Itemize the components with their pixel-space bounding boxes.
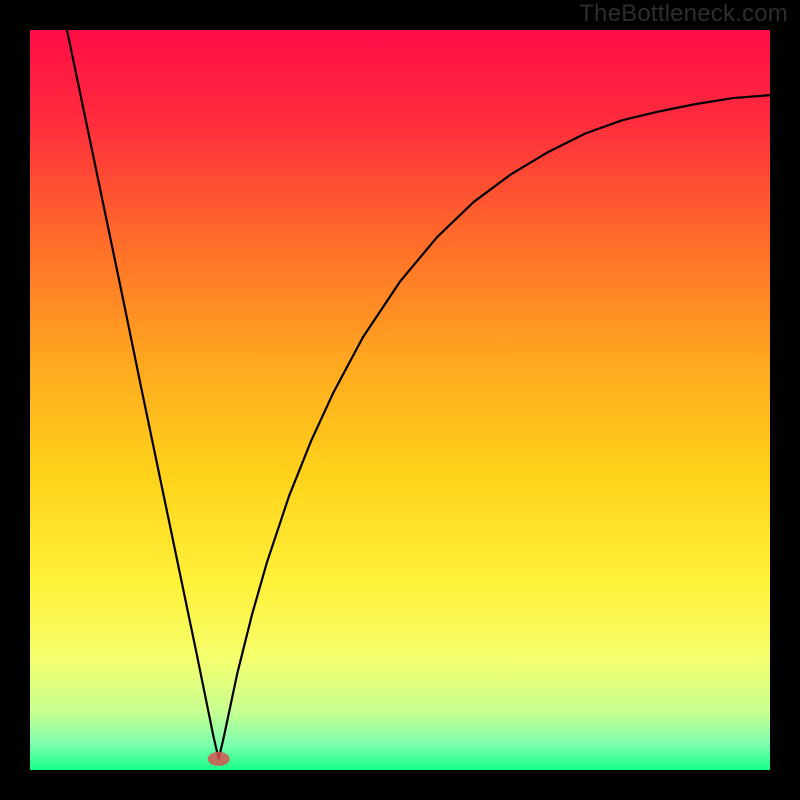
border-left <box>0 0 30 800</box>
watermark-text: TheBottleneck.com <box>579 0 788 28</box>
plot-area <box>30 30 770 770</box>
curve-svg <box>30 30 770 770</box>
chart-frame: TheBottleneck.com <box>0 0 800 800</box>
border-right <box>770 0 800 800</box>
minimum-marker <box>208 752 230 766</box>
bottleneck-curve <box>67 30 770 759</box>
border-bottom <box>0 770 800 800</box>
